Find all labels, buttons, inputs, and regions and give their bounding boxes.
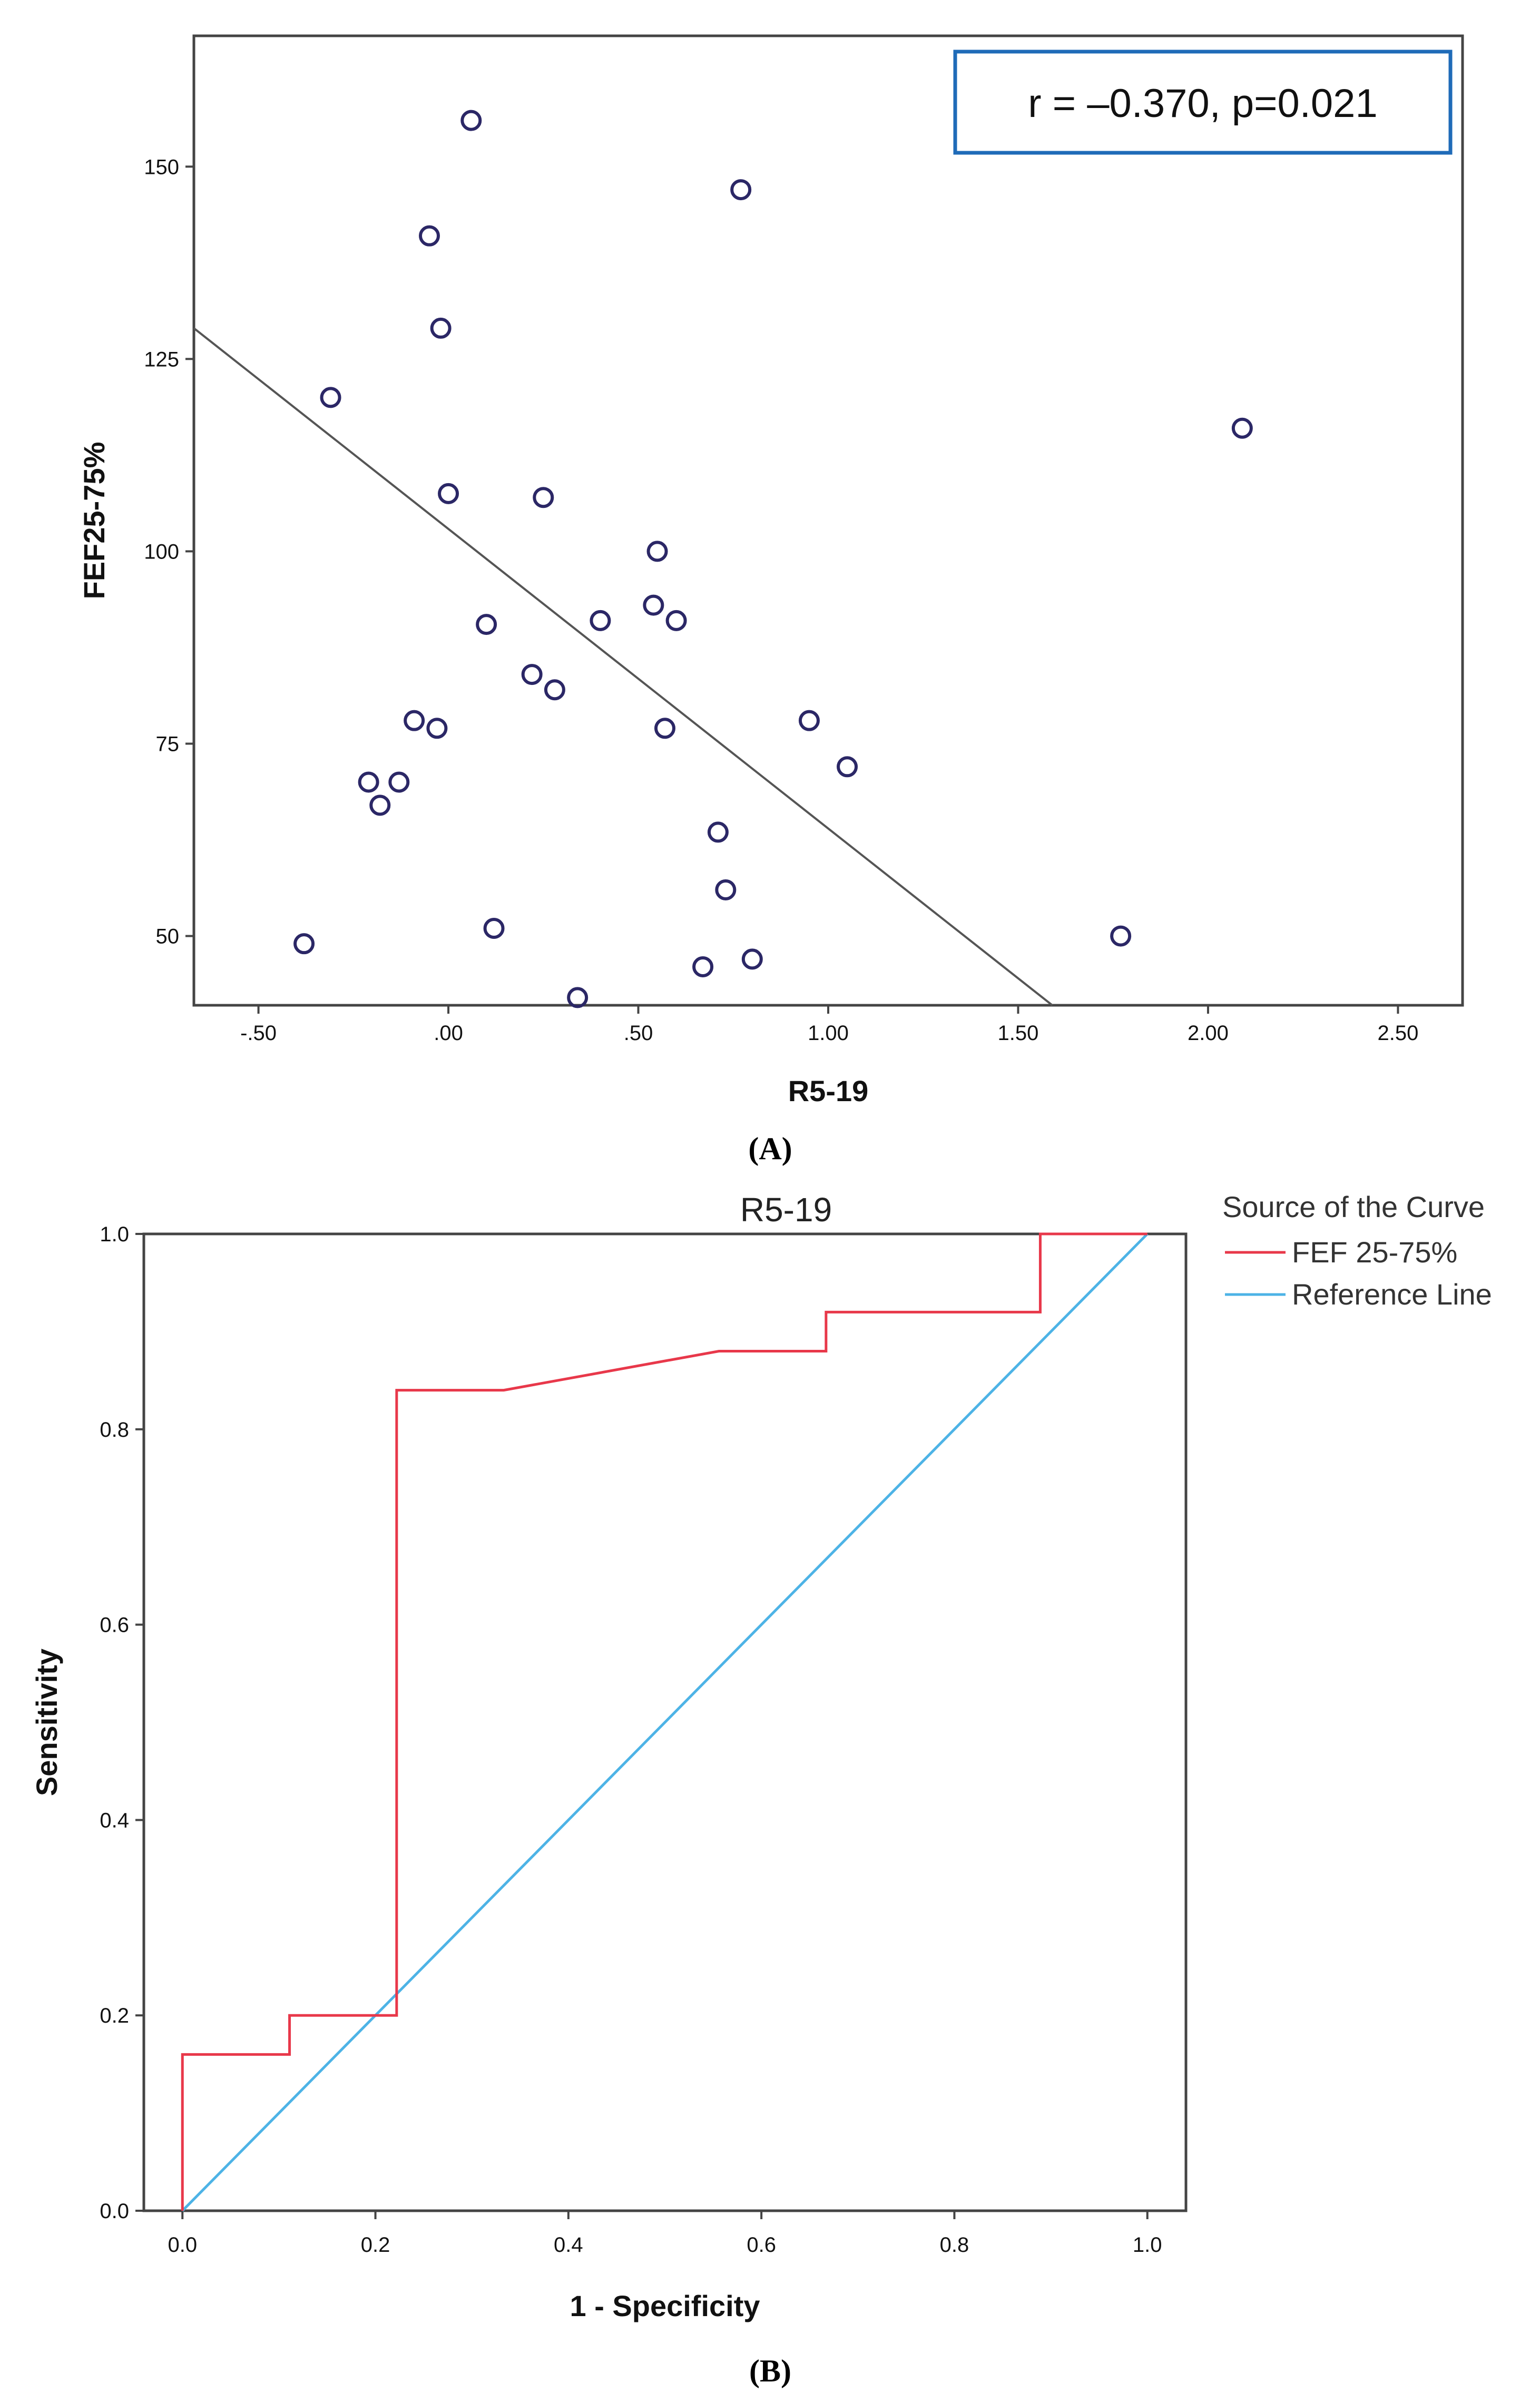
data-point bbox=[1110, 925, 1132, 947]
scatter-points bbox=[293, 110, 1253, 1008]
scatter-y-tick-label: 75 bbox=[156, 732, 180, 756]
legend-label-reference: Reference Line bbox=[1292, 1278, 1492, 1311]
data-point bbox=[533, 487, 554, 508]
data-point bbox=[404, 710, 425, 731]
roc-x-tick-label: 1.0 bbox=[1133, 2233, 1162, 2257]
scatter-y-tick-label: 125 bbox=[144, 348, 179, 371]
data-point bbox=[320, 387, 341, 408]
legend: Source of the Curve FEF 25-75% Reference… bbox=[1222, 1190, 1492, 1311]
reference-line bbox=[181, 1233, 1149, 2212]
data-point bbox=[643, 594, 664, 616]
scatter-x-tick-label: 1.50 bbox=[998, 1022, 1039, 1045]
data-point bbox=[741, 948, 763, 970]
data-point bbox=[567, 987, 588, 1008]
roc-x-tick-label: 0.6 bbox=[747, 2233, 776, 2257]
data-point bbox=[692, 956, 714, 977]
data-point bbox=[418, 225, 440, 247]
data-point bbox=[715, 879, 737, 900]
scatter-x-tick-label: 1.00 bbox=[808, 1022, 849, 1045]
data-point bbox=[707, 821, 729, 843]
data-point bbox=[654, 718, 675, 739]
legend-title: Source of the Curve bbox=[1222, 1190, 1485, 1223]
roc-x-tick-label: 0.0 bbox=[168, 2233, 197, 2257]
scatter-x-tick-label: 2.50 bbox=[1378, 1022, 1419, 1045]
data-point bbox=[426, 718, 448, 739]
data-point bbox=[369, 795, 391, 816]
roc-y-tick-label: 0.2 bbox=[100, 2004, 129, 2027]
scatter-plot-frame bbox=[192, 34, 1464, 1007]
data-point bbox=[483, 917, 505, 939]
legend-label-roc: FEF 25-75% bbox=[1292, 1236, 1457, 1269]
roc-curve bbox=[181, 1232, 1147, 2211]
roc-y-axis-title: Sensitivity bbox=[30, 1649, 63, 1796]
data-point bbox=[544, 679, 565, 701]
scatter-y-tick-label: 50 bbox=[156, 925, 180, 948]
roc-x-tick-label: 0.4 bbox=[554, 2233, 583, 2257]
data-point bbox=[430, 317, 452, 339]
roc-y-tick-label: 0.4 bbox=[100, 1809, 129, 1832]
scatter-y-axis-title: FEF25-75% bbox=[77, 442, 111, 600]
roc-y-tick-label: 1.0 bbox=[100, 1223, 129, 1246]
data-point bbox=[1231, 417, 1253, 439]
roc-x-tick-label: 0.2 bbox=[361, 2233, 390, 2257]
data-point bbox=[460, 110, 482, 131]
data-point bbox=[293, 933, 315, 955]
roc-y-tick-label: 0.0 bbox=[100, 2200, 129, 2223]
data-point bbox=[438, 483, 459, 504]
scatter-x-axis-title: R5-19 bbox=[788, 1074, 869, 1107]
scatter-ticks: -.50 .00 .50 1.00 1.50 2.00 2.50 50 75 100 125 150 bbox=[144, 155, 1418, 1045]
panel-label-b: (B) bbox=[749, 2354, 791, 2388]
correlation-annotation: r = –0.370, p=0.021 bbox=[953, 50, 1453, 155]
roc-y-tick-label: 0.6 bbox=[100, 1614, 129, 1637]
roc-panel: R5-19 0.0 0.2 0.4 0.6 0.8 1.0 0.0 0.2 0.4 0.6 0.8 1… bbox=[30, 1190, 1492, 2388]
roc-x-tick-label: 0.8 bbox=[940, 2233, 969, 2257]
scatter-x-tick-label: .50 bbox=[624, 1022, 653, 1045]
data-point bbox=[730, 179, 752, 201]
scatter-panel: -.50.00.50 1.00 1.50 2.00 2.505075100125150 … bbox=[77, 34, 1464, 1166]
data-point bbox=[665, 610, 687, 631]
data-point bbox=[590, 610, 611, 631]
data-point bbox=[476, 614, 497, 635]
data-point bbox=[521, 664, 543, 685]
data-point bbox=[798, 710, 820, 731]
scatter-x-tick-label: 2.00 bbox=[1188, 1022, 1229, 1045]
annotation-text: r = –0.370, p=0.021 bbox=[1028, 81, 1377, 126]
data-point bbox=[358, 771, 379, 793]
regression-line bbox=[193, 327, 1053, 1006]
roc-y-tick-label: 0.8 bbox=[100, 1418, 129, 1442]
roc-ticks: 0.0 0.2 0.4 0.6 0.8 1.0 0.0 0.2 0.4 0.6 0.8 1.0 bbox=[100, 1223, 1162, 2257]
scatter-y-tick-label: 150 bbox=[144, 155, 179, 179]
annotation-box bbox=[953, 50, 1453, 155]
roc-x-axis-title: 1 - Specificity bbox=[570, 2289, 760, 2322]
scatter-y-tick-label: 100 bbox=[144, 540, 179, 563]
panel-label-a: (A) bbox=[748, 1131, 792, 1166]
scatter-x-tick-label: -.50 bbox=[240, 1022, 277, 1045]
roc-title: R5-19 bbox=[740, 1191, 832, 1229]
data-point bbox=[837, 756, 858, 778]
data-point bbox=[646, 541, 668, 562]
scatter-x-tick-label: .00 bbox=[434, 1022, 463, 1045]
data-point bbox=[388, 771, 410, 793]
